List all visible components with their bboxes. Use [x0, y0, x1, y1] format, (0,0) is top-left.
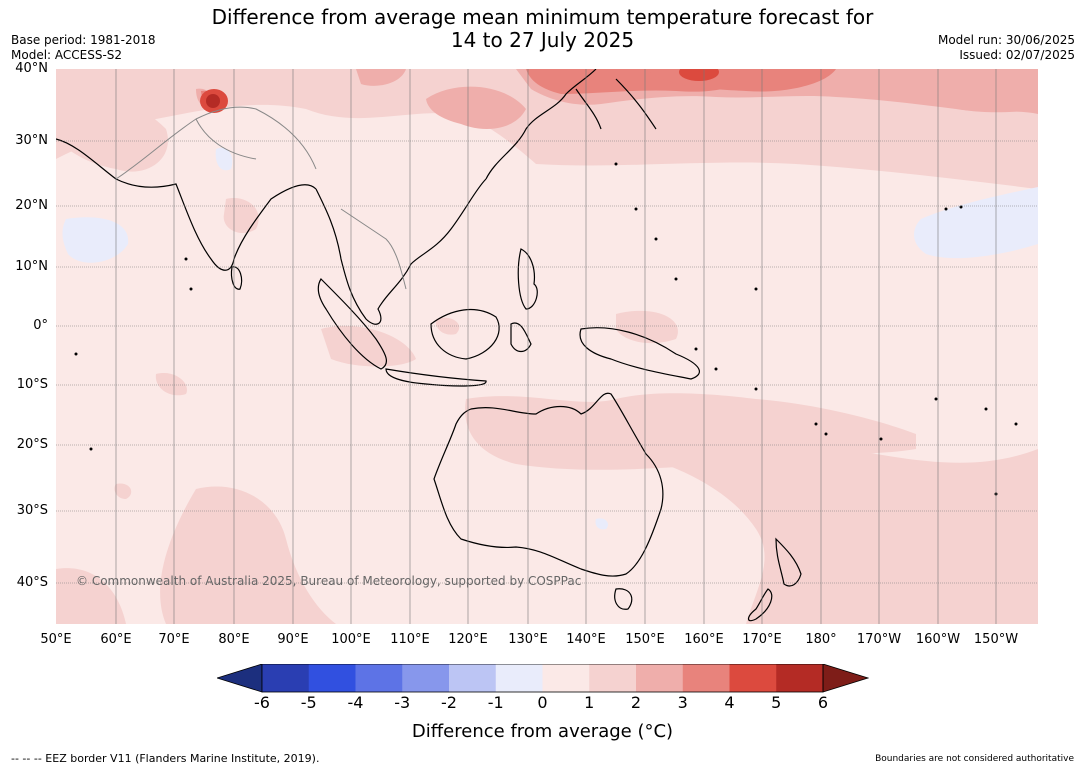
- colorbar-tick-label: 3: [677, 693, 688, 712]
- colorbar-swatch: [308, 664, 356, 692]
- map-panel: © Commonwealth of Australia 2025, Bureau…: [55, 63, 1038, 624]
- longitude-label: 70°E: [158, 632, 190, 647]
- australia-coastline: [433, 392, 664, 577]
- sumatra-coastline: [317, 278, 388, 370]
- colorbar-tick-label: 0: [537, 693, 548, 712]
- longitude-label: 160°E: [684, 632, 724, 647]
- colorbar-tick-label: 2: [630, 693, 642, 712]
- colorbar-extend-low: [215, 663, 263, 693]
- borneo-coastline: [430, 309, 500, 360]
- longitude-label: 100°E: [331, 632, 371, 647]
- colorbar-extend-high: [822, 663, 870, 693]
- korea-japan-coastline: [575, 78, 657, 130]
- colorbar-swatch: [589, 664, 637, 692]
- colorbar-tick-label: -1: [487, 693, 504, 712]
- latitude-label: 20°S: [16, 437, 48, 452]
- colorbar-swatch: [542, 664, 590, 692]
- sri-lanka-coastline: [230, 266, 243, 290]
- latitude-label: 10°N: [15, 259, 48, 274]
- colorbar-tick-label: 4: [724, 693, 735, 712]
- longitude-label: 170°W: [856, 632, 902, 647]
- eez-note: -- -- -- EEZ border V11 (Flanders Marine…: [11, 752, 320, 765]
- colorbar-swatch: [402, 664, 450, 692]
- colorbar-swatch: [729, 664, 777, 692]
- colorbar-tick-label: -3: [394, 693, 411, 712]
- colorbar-tick-label: -4: [347, 693, 364, 712]
- pacific-islands: [74, 162, 1018, 496]
- latitude-label: 30°S: [16, 503, 48, 518]
- colorbar-tick-label: -2: [441, 693, 457, 712]
- issued-text: Issued: 02/07/2025: [959, 48, 1075, 62]
- colorbar-swatch: [682, 664, 730, 692]
- country-borders: [115, 106, 407, 290]
- longitude-label: 110°E: [390, 632, 430, 647]
- colorbar-swatches: [215, 663, 870, 693]
- longitude-label: 120°E: [448, 632, 488, 647]
- latitude-label: 40°N: [15, 61, 48, 76]
- colorbar-tick-label: 6: [817, 693, 829, 712]
- colorbar-tick-label: 1: [584, 693, 595, 712]
- model-text: Model: ACCESS-S2: [11, 48, 123, 62]
- colorbar-outline: [261, 663, 824, 693]
- longitude-label: 170°E: [742, 632, 782, 647]
- base-period-text: Base period: 1981-2018: [11, 33, 156, 47]
- latitude-label: 10°S: [16, 377, 48, 392]
- boundaries-note: Boundaries are not considered authoritat…: [875, 754, 1074, 764]
- anomaly-map: © Commonwealth of Australia 2025, Bureau…: [55, 63, 1038, 624]
- anomaly-1-2-regions: [56, 69, 1038, 624]
- longitude-label: 60°E: [100, 632, 132, 647]
- colorbar-label: Difference from average (°C): [411, 721, 674, 742]
- southeast-asia-coastline: [315, 178, 487, 325]
- latitude-label: 30°N: [15, 133, 48, 148]
- longitude-label: 80°E: [218, 632, 250, 647]
- colorbar-tick-label: -5: [300, 693, 317, 712]
- colorbar-tick-label: -6: [254, 693, 270, 712]
- latitude-label: 40°S: [16, 575, 48, 590]
- colorbar: [215, 663, 870, 694]
- new-guinea-coastline: [579, 327, 701, 380]
- colorbar-swatch: [495, 664, 543, 692]
- longitude-label: 90°E: [277, 632, 309, 647]
- latitude-label: 20°N: [15, 198, 48, 213]
- tasmania-coastline: [614, 588, 633, 610]
- latitude-label: 0°: [33, 318, 48, 333]
- longitude-label: 140°E: [566, 632, 606, 647]
- colorbar-swatch: [262, 664, 310, 692]
- colorbar-swatch: [449, 664, 497, 692]
- colorbar-swatch: [776, 664, 824, 692]
- longitude-label: 150°E: [625, 632, 665, 647]
- longitude-label: 150°W: [973, 632, 1019, 647]
- longitude-label: 180°: [805, 632, 837, 647]
- philippines-coastline: [517, 248, 538, 310]
- map-title-line2: 14 to 27 July 2025: [450, 28, 635, 52]
- model-run-text: Model run: 30/06/2025: [937, 33, 1075, 47]
- coastlines: [55, 68, 802, 622]
- copyright-text: © Commonwealth of Australia 2025, Bureau…: [76, 574, 581, 588]
- anomaly-minus1-0-regions: [62, 147, 1038, 530]
- new-zealand-coastline: [747, 537, 802, 622]
- china-coastline: [485, 68, 597, 180]
- map-title-line1: Difference from average mean minimum tem…: [211, 5, 874, 29]
- longitude-label: 50°E: [40, 632, 72, 647]
- longitude-label: 130°E: [508, 632, 548, 647]
- sulawesi-coastline: [510, 322, 532, 353]
- graticule: [56, 69, 1038, 624]
- longitude-label: 160°W: [915, 632, 961, 647]
- colorbar-tick-label: 5: [771, 693, 782, 712]
- colorbar-swatch: [636, 664, 684, 692]
- colorbar-swatch: [355, 664, 403, 692]
